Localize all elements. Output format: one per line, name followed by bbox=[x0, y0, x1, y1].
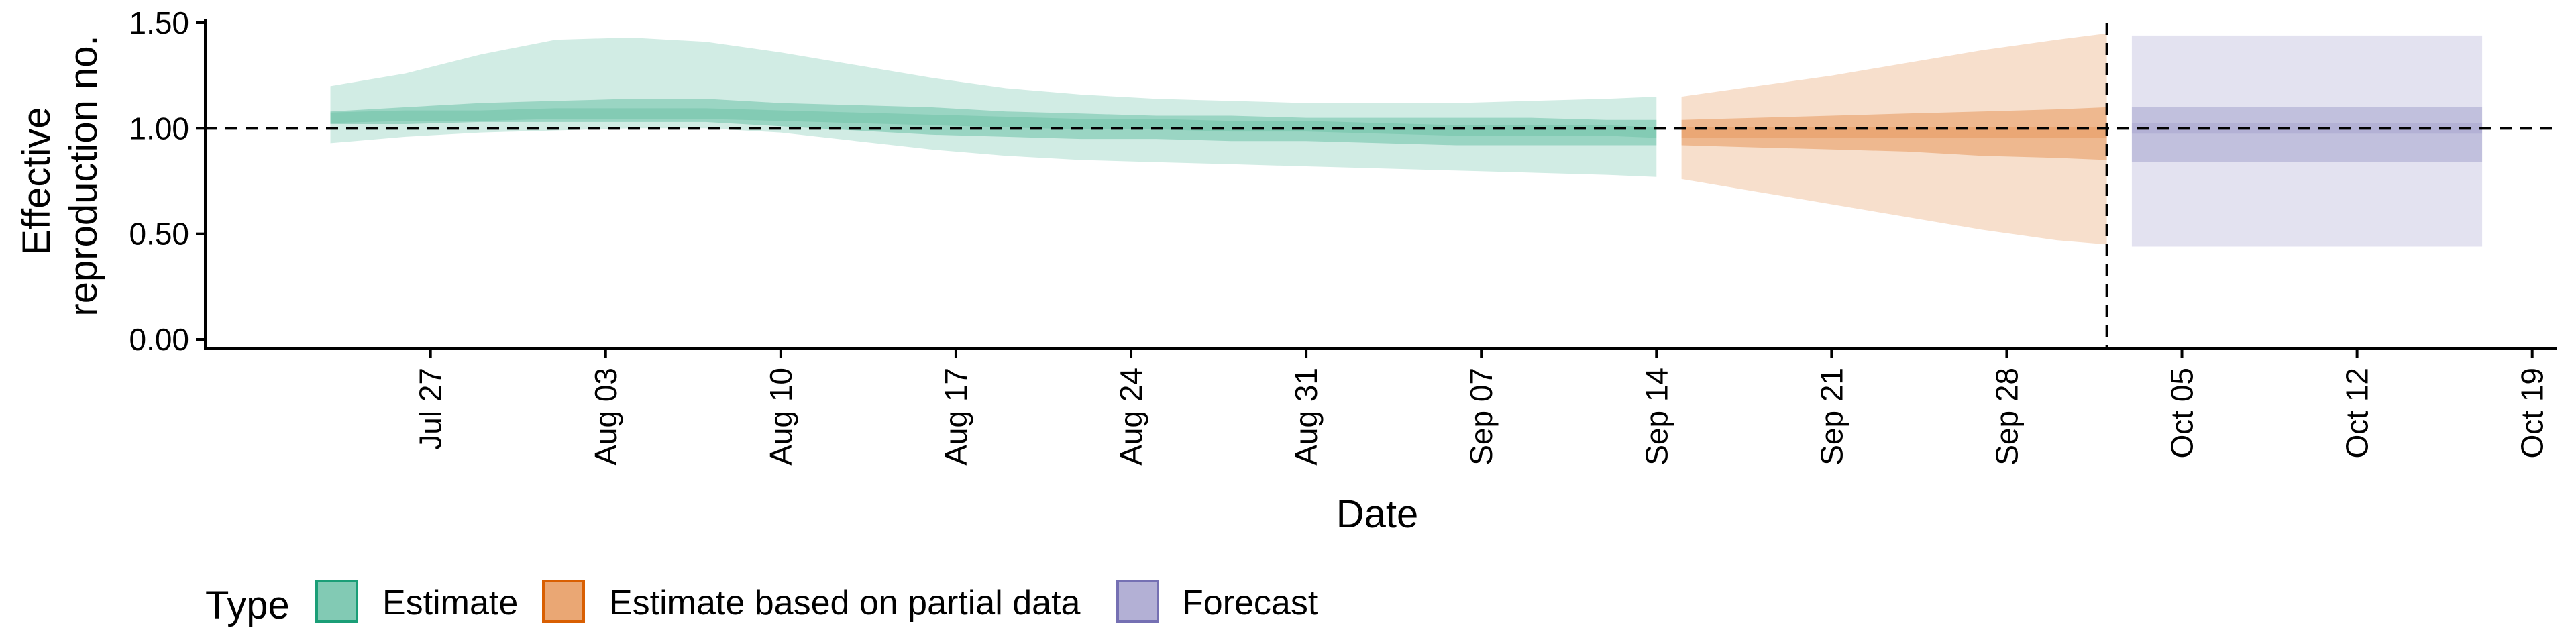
band-90-forecast bbox=[2131, 35, 2483, 247]
legend-title: Type bbox=[205, 584, 290, 627]
legend-key-partial-data bbox=[542, 580, 585, 623]
band-90-estimate bbox=[330, 38, 1657, 177]
band-50-partial-data bbox=[1681, 107, 2107, 160]
band-50-forecast bbox=[2131, 107, 2483, 162]
chart-bands bbox=[330, 33, 2483, 247]
legend-label-forecast: Forecast bbox=[1182, 584, 1318, 623]
x-tick-label: Sep 07 bbox=[1464, 368, 1499, 466]
x-tick-label: Oct 19 bbox=[2515, 368, 2550, 459]
legend-label-partial-data: Estimate based on partial data bbox=[609, 584, 1081, 623]
reference-lines bbox=[205, 23, 2557, 349]
band-50-estimate bbox=[330, 99, 1657, 146]
y-tick-label: 0.50 bbox=[129, 217, 189, 252]
x-tick-label: Jul 27 bbox=[413, 368, 448, 450]
x-tick-label: Sep 21 bbox=[1814, 368, 1849, 466]
x-tick-label: Oct 05 bbox=[2165, 368, 2200, 459]
median-band-estimate bbox=[330, 108, 1657, 138]
y-axis-ticks: 0.00 0.50 1.00 1.50 bbox=[129, 5, 205, 357]
y-axis-title: Effective reproduction no. bbox=[15, 35, 105, 316]
y-tick-label: 1.00 bbox=[129, 111, 189, 146]
x-tick-label: Aug 17 bbox=[938, 368, 973, 466]
median-band-partial-data bbox=[1681, 127, 2107, 138]
x-tick-label: Oct 12 bbox=[2340, 368, 2375, 459]
x-tick-label: Aug 03 bbox=[588, 368, 623, 466]
x-tick-label: Aug 31 bbox=[1289, 368, 1324, 466]
band-90-partial-data bbox=[1681, 33, 2107, 245]
y-tick-label: 0.00 bbox=[129, 322, 189, 357]
legend-key-estimate bbox=[315, 580, 358, 623]
x-axis-ticks: Jul 27 Aug 03 Aug 10 Aug 17 Aug 24 Aug 31 Sep … bbox=[413, 349, 2550, 466]
x-tick-label: Aug 10 bbox=[763, 368, 798, 466]
legend-key-forecast bbox=[1116, 580, 1159, 623]
chart-axes bbox=[204, 19, 2557, 350]
y-tick-label: 1.50 bbox=[129, 5, 189, 40]
legend: Type Estimate Estimate based on partial … bbox=[205, 580, 1318, 627]
x-tick-label: Sep 14 bbox=[1639, 368, 1674, 466]
x-axis-title: Date bbox=[1336, 492, 1419, 536]
legend-label-estimate: Estimate bbox=[382, 584, 518, 623]
x-tick-label: Aug 24 bbox=[1114, 368, 1148, 466]
x-tick-label: Sep 28 bbox=[1989, 368, 2024, 466]
